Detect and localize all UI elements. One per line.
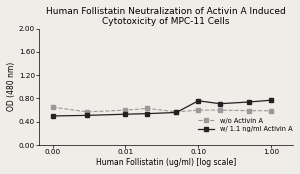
w/ 1.1 ng/ml Activin A [51, 115, 54, 117]
w/ 1.1 ng/ml Activin A [269, 99, 273, 101]
Legend: w/o Activin A, w/ 1.1 ng/ml Activin A: w/o Activin A, w/ 1.1 ng/ml Activin A [198, 117, 292, 132]
w/ 1.1 ng/ml Activin A [248, 101, 251, 103]
w/o Activin A [269, 110, 273, 112]
w/o Activin A [175, 111, 178, 113]
w/o Activin A [51, 106, 54, 108]
w/o Activin A [124, 109, 127, 111]
w/ 1.1 ng/ml Activin A [146, 113, 149, 115]
Line: w/o Activin A: w/o Activin A [51, 105, 273, 114]
w/o Activin A [218, 109, 222, 111]
w/o Activin A [248, 110, 251, 112]
w/o Activin A [85, 111, 89, 113]
w/o Activin A [196, 109, 200, 111]
w/ 1.1 ng/ml Activin A [175, 111, 178, 113]
X-axis label: Human Follistatin (ug/ml) [log scale]: Human Follistatin (ug/ml) [log scale] [96, 158, 236, 167]
w/ 1.1 ng/ml Activin A [218, 103, 222, 105]
Title: Human Follistatin Neutralization of Activin A Induced
Cytotoxicity of MPC-11 Cel: Human Follistatin Neutralization of Acti… [46, 7, 286, 26]
w/ 1.1 ng/ml Activin A [85, 114, 89, 116]
Line: w/ 1.1 ng/ml Activin A: w/ 1.1 ng/ml Activin A [51, 98, 273, 118]
w/o Activin A [146, 107, 149, 109]
w/ 1.1 ng/ml Activin A [124, 113, 127, 115]
w/ 1.1 ng/ml Activin A [196, 100, 200, 102]
Y-axis label: OD (480 nm): OD (480 nm) [7, 62, 16, 111]
